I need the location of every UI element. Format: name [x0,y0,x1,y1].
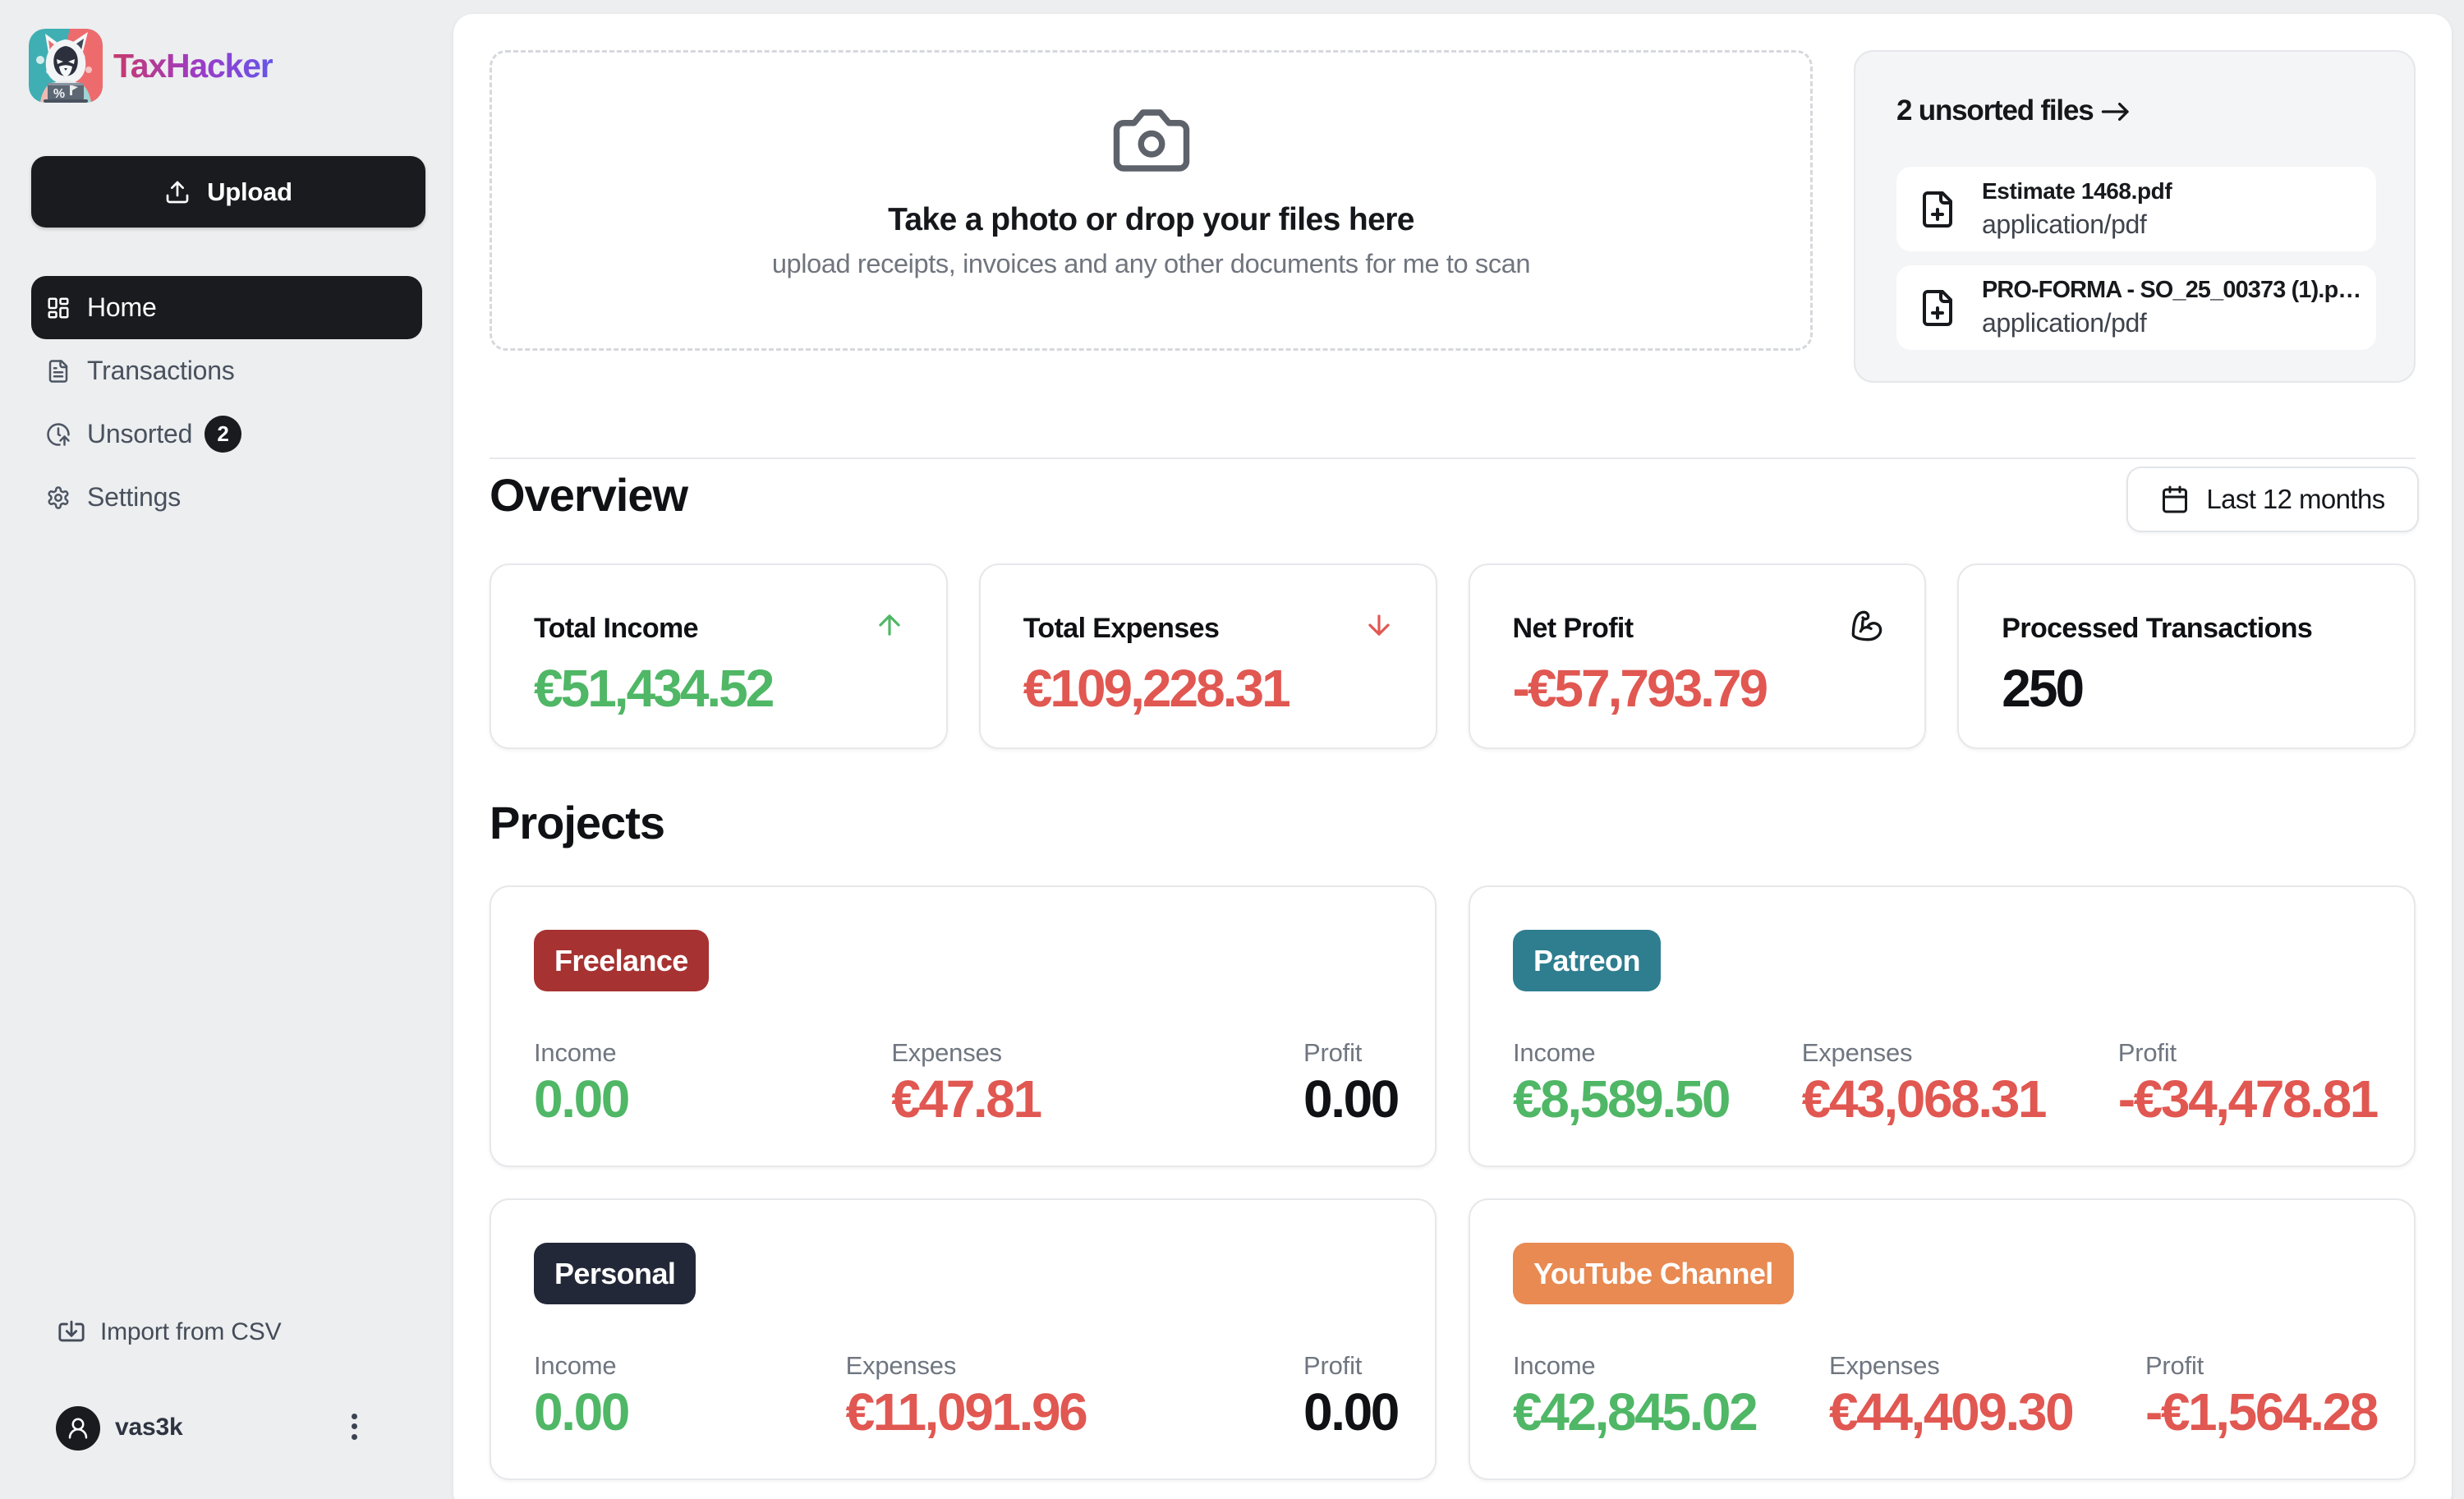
svg-text:%: % [53,87,65,101]
